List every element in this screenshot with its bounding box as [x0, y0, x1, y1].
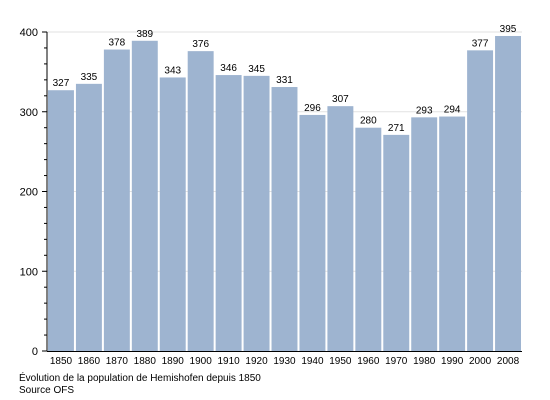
y-tick-label: 300: [20, 107, 38, 119]
y-tick-label: 100: [20, 266, 38, 278]
x-tick-label: 1970: [385, 356, 408, 367]
caption-line-1: Évolution de la population de Hemishofen…: [19, 373, 261, 384]
bar: [187, 51, 214, 351]
bar: [75, 83, 102, 352]
y-axis-ticks: 0 100 200 300 400: [20, 27, 47, 358]
bar: [355, 127, 382, 351]
data-label: 294: [444, 105, 461, 116]
x-axis-ticks: 1850 1860 1870 1880 1890 1900 1910 1920 1930 1940…: [50, 356, 520, 367]
y-tick-label: 200: [20, 187, 38, 199]
bar: [243, 75, 270, 352]
bar: [131, 40, 158, 352]
data-label: 377: [472, 38, 489, 49]
data-label: 389: [136, 29, 153, 40]
data-label: 376: [192, 39, 209, 50]
bar: [48, 90, 74, 351]
y-tick-label: 0: [32, 346, 38, 358]
data-label: 280: [360, 116, 377, 127]
x-tick-label: 1920: [245, 356, 268, 367]
data-label: 307: [332, 94, 349, 105]
x-tick-label: 2000: [469, 356, 492, 367]
x-tick-label: 1960: [357, 356, 380, 367]
bars: [48, 35, 521, 352]
data-labels: 327 335 378 389 343 376 346 345 331 296 307 280 271 2…: [53, 24, 517, 134]
x-tick-label: 1980: [413, 356, 436, 367]
bar: [103, 49, 130, 352]
data-label: 378: [109, 38, 126, 49]
bar: [467, 50, 494, 351]
x-tick-label: 1890: [162, 356, 185, 367]
data-label: 327: [53, 78, 70, 89]
bar: [383, 134, 410, 351]
bar: [327, 106, 354, 351]
data-label: 296: [304, 103, 321, 114]
y-tick-label: 400: [20, 27, 38, 39]
data-label: 346: [220, 63, 237, 74]
x-tick-label: 1930: [273, 356, 296, 367]
data-label: 335: [81, 72, 98, 83]
data-label: 345: [248, 64, 265, 75]
caption-line-2: Source OFS: [19, 385, 75, 396]
bar: [159, 77, 186, 352]
bar: [439, 116, 466, 351]
x-tick-label: 1870: [106, 356, 129, 367]
data-label: 343: [164, 65, 181, 76]
x-tick-label: 1910: [217, 356, 240, 367]
bar: [299, 114, 326, 351]
data-label: 293: [416, 105, 433, 116]
x-tick-label: 1880: [134, 356, 157, 367]
bar: [271, 87, 298, 351]
x-tick-label: 1990: [441, 356, 464, 367]
x-tick-label: 1860: [78, 356, 101, 367]
data-label: 331: [276, 75, 293, 86]
x-tick-label: 1940: [301, 356, 324, 367]
data-label: 271: [388, 123, 405, 134]
x-tick-label: 1850: [50, 356, 73, 367]
bar: [215, 75, 242, 351]
x-tick-label: 1900: [190, 356, 213, 367]
data-label: 395: [500, 24, 517, 35]
bar: [495, 35, 521, 352]
x-tick-label: 1950: [329, 356, 352, 367]
bar: [411, 117, 438, 352]
x-tick-label: 2008: [497, 356, 520, 367]
